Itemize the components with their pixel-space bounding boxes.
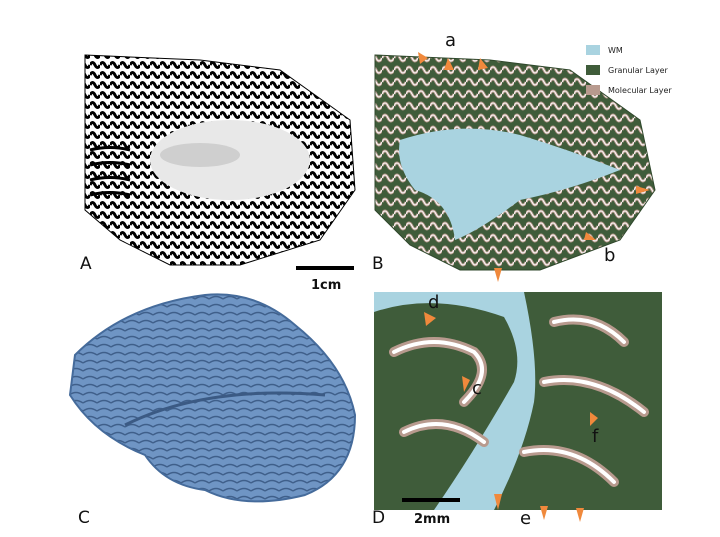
arrow-d-1	[424, 312, 436, 326]
panel-d-zoom-section	[374, 292, 662, 510]
annotation-b: b	[604, 245, 616, 266]
annotation-f: f	[592, 426, 599, 447]
arrow-d-6	[576, 508, 584, 522]
scalebar-1cm-label: 1cm	[311, 278, 342, 293]
panel-c-label: C	[78, 508, 90, 528]
panel-b-label: B	[372, 254, 384, 274]
panel-b-segmented-section	[374, 54, 656, 271]
arrow-d-2	[462, 376, 470, 392]
legend-item-wm: WM	[586, 40, 696, 60]
arrow-d-5	[540, 506, 548, 520]
panel-a-label: A	[80, 254, 92, 274]
panel-d-label: D	[372, 508, 386, 528]
arrow-b-4	[636, 186, 650, 194]
annotation-e: e	[520, 508, 532, 529]
legend-item-granular: Granular Layer	[586, 60, 696, 80]
arrow-b-2	[444, 58, 454, 70]
scalebar-2mm-label: 2mm	[414, 512, 451, 527]
annotation-a: a	[445, 30, 457, 51]
annotation-d: d	[428, 292, 440, 313]
arrow-b-6	[494, 268, 502, 282]
scalebar-2mm	[402, 498, 460, 502]
arrow-b-3	[478, 58, 488, 70]
arrow-d-3	[590, 412, 598, 426]
annotation-c: c	[472, 378, 482, 399]
arrow-b-5	[584, 232, 596, 240]
legend-item-molecular: Molecular Layer	[586, 80, 696, 100]
arrow-d-4	[494, 494, 502, 510]
panel-c-3d-surface	[68, 293, 357, 503]
panel-a-grayscale-section	[84, 54, 356, 266]
arrow-b-1	[418, 52, 428, 64]
scalebar-1cm	[296, 266, 354, 270]
legend: WM Granular Layer Molecular Layer	[586, 40, 696, 100]
